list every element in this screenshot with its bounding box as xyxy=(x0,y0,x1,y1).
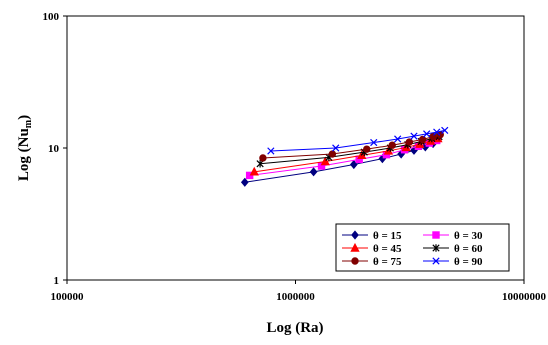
legend-label: θ = 75 xyxy=(373,256,402,268)
legend-label: θ = 15 xyxy=(373,230,402,242)
data-point xyxy=(394,135,402,143)
x-axis-title: Log (Ra) xyxy=(266,320,323,336)
data-point xyxy=(317,162,326,170)
data-point xyxy=(433,128,441,136)
y-axis-title-sub: m xyxy=(23,119,34,128)
data-point xyxy=(328,150,337,158)
data-point xyxy=(370,138,378,147)
x-tick-label: 100000 xyxy=(51,291,85,303)
data-point xyxy=(423,130,431,138)
legend-marker xyxy=(432,231,440,239)
series-layer xyxy=(240,126,449,187)
y-axis-title-main: Log (Nu xyxy=(16,128,32,181)
legend-item-5: θ = 75 xyxy=(342,256,402,268)
data-point xyxy=(240,177,249,187)
y-axis-title: Log (Num) xyxy=(16,115,34,181)
legend-item-1: θ = 15 xyxy=(342,230,402,242)
legend-item-3: θ = 45 xyxy=(342,242,402,255)
legend-label: θ = 45 xyxy=(373,243,402,255)
series-6 xyxy=(267,126,449,155)
legend: θ = 15 θ = 30 θ = 45 θ = 60 θ = 75 θ = 90 xyxy=(335,223,510,272)
legend-item-4: θ = 60 xyxy=(423,243,483,255)
legend-item-6: θ = 90 xyxy=(423,256,483,268)
data-point xyxy=(267,147,275,155)
x-axis-ticks: 100000 1000000 10000000 xyxy=(51,280,547,303)
legend-label: θ = 30 xyxy=(454,230,483,242)
x-tick-label: 1000000 xyxy=(276,291,315,303)
legend-marker xyxy=(432,257,440,265)
y-tick-label: 100 xyxy=(43,11,60,23)
legend-marker xyxy=(432,244,440,252)
legend-marker xyxy=(351,230,359,240)
data-point xyxy=(405,138,414,146)
data-point xyxy=(320,156,330,166)
data-point xyxy=(259,154,267,162)
y-axis-ticks: 1 10 100 xyxy=(43,11,67,287)
data-point xyxy=(349,159,358,170)
data-point xyxy=(249,166,259,176)
legend-marker xyxy=(351,257,359,265)
legend-label: θ = 90 xyxy=(454,256,483,268)
data-point xyxy=(388,141,396,149)
data-point xyxy=(418,135,427,144)
y-axis-title-close: ) xyxy=(16,115,32,120)
series-5 xyxy=(259,131,444,162)
legend-item-2: θ = 30 xyxy=(423,230,483,242)
data-point xyxy=(429,132,437,141)
data-point xyxy=(309,167,318,177)
y-tick-label: 10 xyxy=(48,143,60,155)
data-point xyxy=(332,144,340,152)
legend-label: θ = 60 xyxy=(454,243,483,255)
y-tick-label: 1 xyxy=(54,275,60,287)
data-point xyxy=(410,132,418,140)
x-tick-label: 10000000 xyxy=(502,291,547,303)
series-line xyxy=(270,129,445,152)
legend-marker xyxy=(350,242,360,252)
data-point xyxy=(441,126,449,134)
data-point xyxy=(363,145,371,153)
